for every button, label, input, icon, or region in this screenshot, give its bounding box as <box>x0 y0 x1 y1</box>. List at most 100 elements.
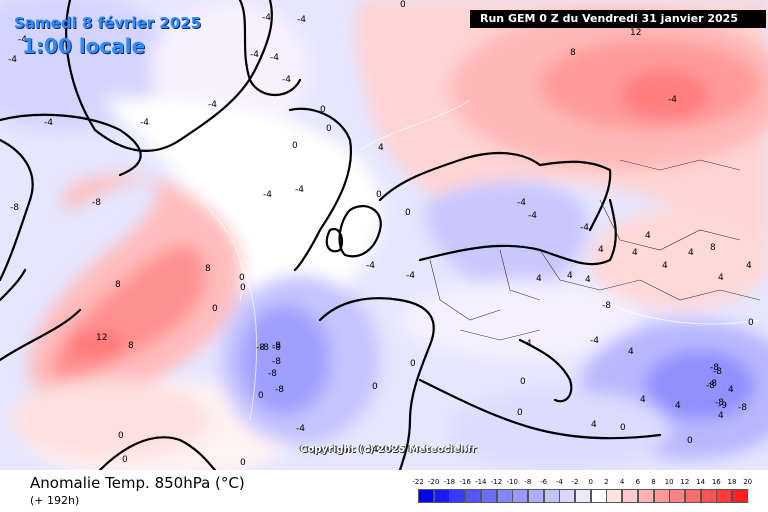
contour-value-label: -4 <box>140 118 149 128</box>
legend-label: -16 <box>459 478 471 486</box>
legend-swatch <box>637 489 654 503</box>
coast-north-africa <box>418 378 662 440</box>
contour-labels: -4-40-4-4-4-4-4-4-4-4-4 -4-40000000000000… <box>8 0 754 468</box>
contour-value-label: -4 <box>263 190 272 200</box>
legend-swatch <box>732 489 748 503</box>
contour-value-label: 4 <box>718 273 724 283</box>
contour-value-label: -4 <box>590 336 599 346</box>
contour-value-label: 0 <box>376 190 382 200</box>
contour-value-label: 0 <box>118 431 124 441</box>
legend-swatch <box>653 489 670 503</box>
legend-label: -22 <box>412 478 424 486</box>
contour-value-label: 8 <box>570 48 576 58</box>
legend-swatch <box>496 489 513 503</box>
borders <box>429 159 761 341</box>
contour-value-label: -4 <box>517 198 526 208</box>
patch-ee-pink <box>590 210 768 310</box>
contour-value-label: 4 <box>378 143 384 153</box>
contour-value-label: -8 <box>713 367 722 377</box>
contour-value-label: 4 <box>718 411 724 421</box>
contour-value-label: -4 <box>262 13 271 23</box>
coast-greenland <box>65 0 273 152</box>
legend-label: 4 <box>619 478 625 486</box>
contour-value-label: -4 <box>250 50 259 60</box>
contour-value-label: 0 <box>748 318 754 328</box>
contour-value-label: 0 <box>212 304 218 314</box>
legend-swatch <box>684 489 701 503</box>
legend-swatch <box>512 489 529 503</box>
contour-value-label: -4 <box>295 185 304 195</box>
patch-ne-warm-peak <box>620 70 710 120</box>
footer-bar: Anomalie Temp. 850hPa (°C) (+ 192h) -22-… <box>0 470 768 512</box>
legend-label: 18 <box>727 478 737 486</box>
contour-value-label: -8 <box>715 398 724 408</box>
contour-value-label: 0 <box>410 359 416 369</box>
contour-value-label: -4 <box>406 271 415 281</box>
legend-label: 10 <box>664 478 674 486</box>
patch-nw-blue <box>0 0 170 130</box>
contour-value-label: -8 <box>738 403 747 413</box>
contour-value-label: -8 <box>708 379 717 389</box>
coast-svalbard <box>238 0 302 96</box>
contour-value-label: 0 <box>239 273 245 283</box>
legend-swatch <box>716 489 733 503</box>
legend-swatch <box>622 489 639 503</box>
contour-value-label: -4 <box>270 53 279 63</box>
patch-sw-pink <box>10 380 210 460</box>
legend-label: 6 <box>635 478 641 486</box>
contour-value-label: -8 <box>92 198 101 208</box>
contour-value-label: 4 <box>688 248 694 258</box>
contour-value-label: -4 <box>366 261 375 271</box>
legend-label: -14 <box>475 478 487 486</box>
legend-swatch <box>669 489 686 503</box>
forecast-date: Samedi 8 février 2025 <box>14 14 202 32</box>
patch-europe-cold <box>424 181 588 293</box>
contour-value-label: -8 <box>272 357 281 367</box>
contour-value-label: 4 <box>598 245 604 255</box>
legend-label: -4 <box>555 478 563 486</box>
contour-value-label: 0 <box>240 458 246 468</box>
contour-value-label: -8 <box>268 369 277 379</box>
contour-value-label: -8 <box>275 385 284 395</box>
patch-emed-cold-core <box>645 350 755 420</box>
legend-swatch <box>590 489 607 503</box>
variable-title: Anomalie Temp. 850hPa (°C) <box>30 474 245 492</box>
contour-value-label: 4 <box>645 231 651 241</box>
legend-label: 20 <box>743 478 753 486</box>
contour-value-label: -4 <box>282 75 291 85</box>
contour-value-label: -8 <box>710 363 719 373</box>
patch-w-warm-peak <box>65 331 125 359</box>
contour-value-label: -4 <box>18 35 27 45</box>
contour-value-label: 4 <box>662 261 668 271</box>
coast-ireland <box>325 227 344 253</box>
copyright-notice: Copyright (c) 2025 Meteociel.fr <box>300 444 477 455</box>
contour-value-label: -8 <box>602 301 611 311</box>
legend-swatch <box>418 489 434 503</box>
legend-label: -10 <box>506 478 518 486</box>
legend-label: 2 <box>604 478 609 486</box>
coast-iberia <box>318 297 435 470</box>
contour-value-label: 0 <box>520 377 526 387</box>
contour-value-label: 4 <box>728 385 734 395</box>
contour-value-label: 12 <box>96 333 107 343</box>
contour-value-label: 0 <box>240 283 246 293</box>
legend-swatch <box>465 489 482 503</box>
contour-value-label: 0 <box>620 423 626 433</box>
contour-value-label: -4 <box>296 424 305 434</box>
contour-value-label: 0 <box>122 455 128 465</box>
contour-value-label: 0 <box>258 391 264 401</box>
contour-value-label: 0 <box>687 436 693 446</box>
contour-value-label: 8 <box>205 264 211 274</box>
contour-value-label: 8 <box>128 341 134 351</box>
anomaly-field <box>0 0 768 470</box>
legend-label: 8 <box>651 478 656 486</box>
contour-value-label: 8 <box>710 243 716 253</box>
legend-swatch <box>527 489 544 503</box>
contour-value-label: -4 <box>580 223 589 233</box>
legend-label: -18 <box>443 478 456 486</box>
legend-swatch <box>480 489 497 503</box>
contour-value-label: -9 <box>718 401 727 411</box>
patch-europe-white <box>400 280 640 360</box>
legend-swatch <box>449 489 466 503</box>
coast-iceland <box>288 107 352 272</box>
